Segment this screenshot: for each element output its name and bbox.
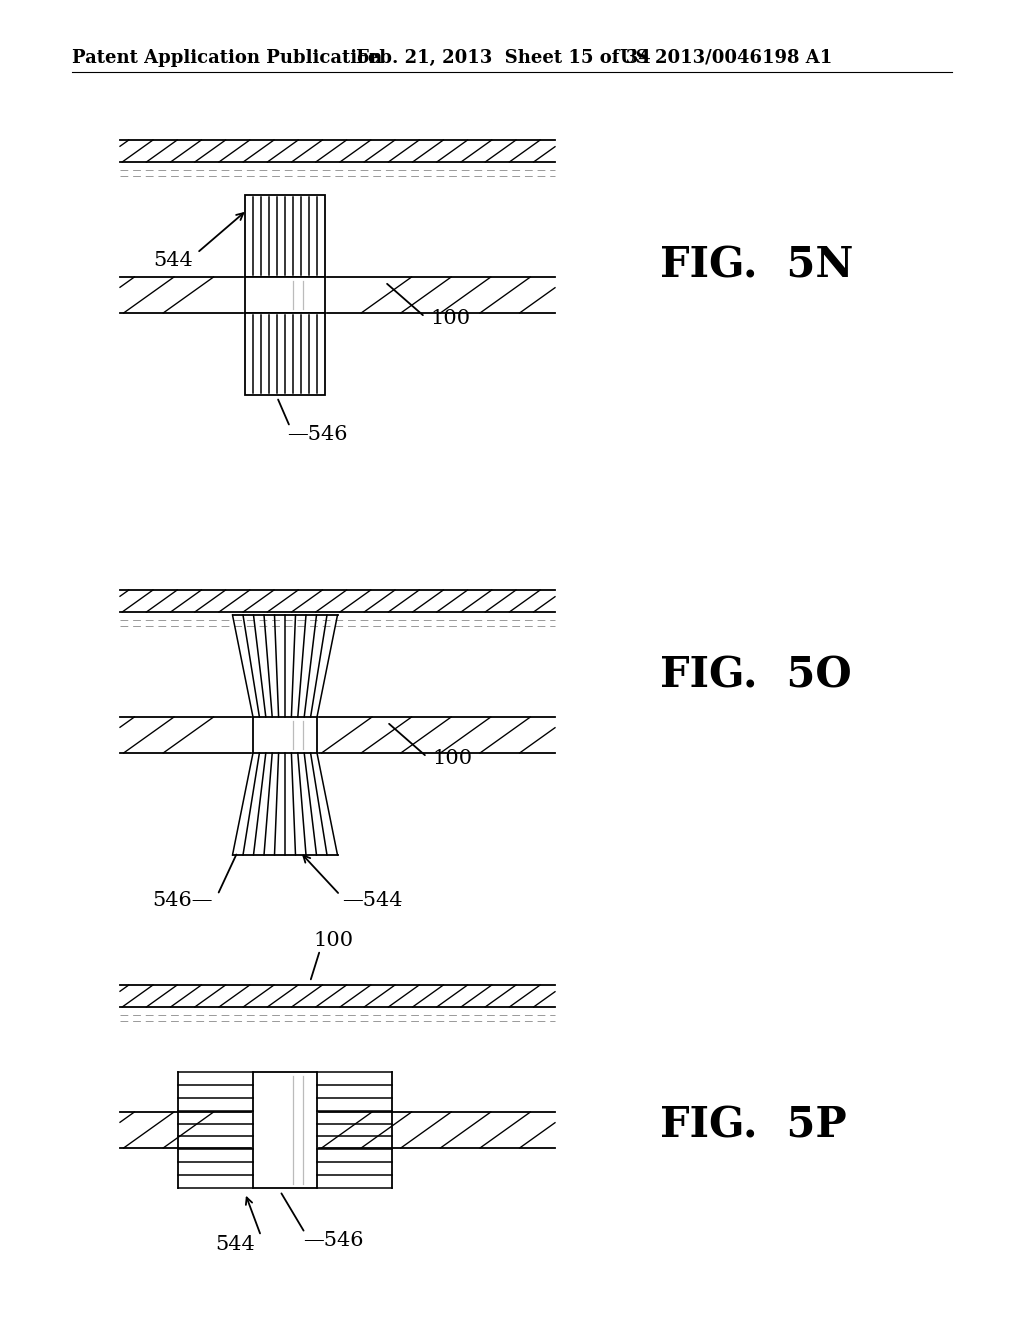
Text: Patent Application Publication: Patent Application Publication <box>72 49 382 67</box>
Text: 100: 100 <box>313 931 353 949</box>
Text: —546: —546 <box>287 425 347 445</box>
Bar <box>253 717 317 752</box>
Bar <box>253 1072 317 1188</box>
Bar <box>245 195 325 277</box>
Text: —546: —546 <box>303 1230 364 1250</box>
Text: —544: —544 <box>342 891 402 911</box>
Text: US 2013/0046198 A1: US 2013/0046198 A1 <box>620 49 833 67</box>
Text: FIG.  5O: FIG. 5O <box>660 653 852 696</box>
Bar <box>245 277 325 313</box>
Text: FIG.  5P: FIG. 5P <box>660 1104 847 1146</box>
Text: 100: 100 <box>432 750 472 768</box>
Text: 544: 544 <box>215 1234 255 1254</box>
Text: Feb. 21, 2013  Sheet 15 of 34: Feb. 21, 2013 Sheet 15 of 34 <box>356 49 650 67</box>
Text: 100: 100 <box>430 309 470 329</box>
Bar <box>245 313 325 395</box>
Text: 544: 544 <box>154 251 193 269</box>
Text: FIG.  5N: FIG. 5N <box>660 244 853 286</box>
Text: 546—: 546— <box>152 891 213 909</box>
